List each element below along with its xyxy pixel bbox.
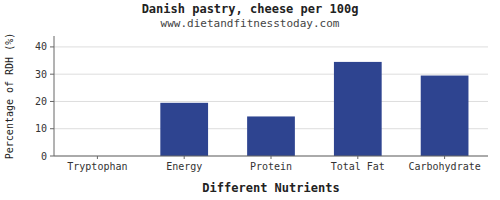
bar: [334, 62, 382, 156]
y-tick: [50, 101, 54, 102]
bar: [421, 76, 469, 156]
y-tick-label: 10: [35, 123, 47, 134]
y-axis-label: Percentage of RDH (%): [4, 33, 15, 159]
bar: [247, 116, 295, 156]
y-tick-label: 30: [35, 69, 47, 80]
y-tick: [50, 156, 54, 157]
y-tick: [50, 128, 54, 129]
x-tick: [444, 156, 445, 159]
subtitle: www.dietandfitnesstoday.com: [161, 17, 340, 30]
grid: [54, 47, 488, 156]
y-axis: [54, 36, 55, 156]
x-tick: [357, 156, 358, 159]
x-tick-label: Protein: [250, 161, 292, 172]
bars: [160, 62, 468, 156]
grid-line: [54, 74, 488, 75]
chart: Danish pastry, cheese per 100gwww.dietan…: [0, 0, 500, 200]
y-tick-label: 20: [35, 96, 47, 107]
bar: [160, 103, 208, 156]
x-tick: [271, 156, 272, 159]
y-tick: [50, 46, 54, 47]
x-tick-label: Total Fat: [331, 161, 385, 172]
x-tick-label: Tryptophan: [67, 161, 127, 172]
title: Danish pastry, cheese per 100g: [142, 2, 359, 16]
x-tick-label: Carbohydrate: [408, 161, 480, 172]
y-tick-label: 40: [35, 41, 47, 52]
x-axis-label: Different Nutrients: [202, 181, 339, 195]
y-tick: [50, 74, 54, 75]
x-tick: [97, 156, 98, 159]
x-tick-label: Energy: [166, 161, 202, 172]
x-tick: [184, 156, 185, 159]
y-tick-label: 0: [41, 151, 47, 162]
grid-line: [54, 46, 488, 47]
